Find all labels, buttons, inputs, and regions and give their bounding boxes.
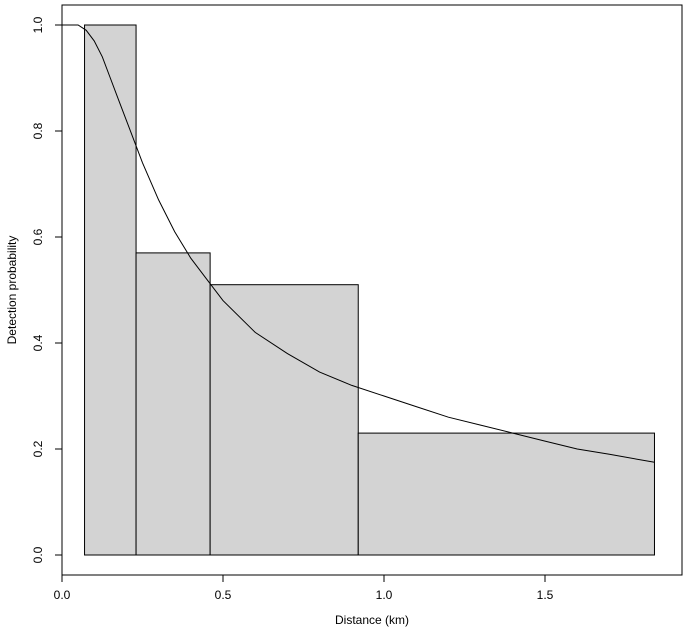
y-axis: 0.0 0.2 0.4 0.6 0.8 1.0 bbox=[31, 16, 63, 563]
y-tick-label: 0.4 bbox=[31, 334, 45, 351]
x-axis-title: Distance (km) bbox=[335, 613, 409, 627]
x-tick-label: 0.0 bbox=[54, 588, 71, 602]
x-axis: 0.0 0.5 1.0 1.5 bbox=[54, 574, 554, 602]
histogram-bar-3 bbox=[209, 284, 359, 556]
x-tick-label: 0.5 bbox=[215, 588, 232, 602]
fitted-detection-curve bbox=[62, 24, 655, 463]
y-tick-label: 0.2 bbox=[31, 440, 45, 457]
y-tick-label: 0.0 bbox=[31, 546, 45, 563]
histogram-bar-4 bbox=[357, 432, 655, 556]
y-axis-title: Detection probability bbox=[5, 236, 19, 345]
histogram-bars bbox=[84, 24, 655, 556]
histogram-bar-2 bbox=[135, 252, 211, 556]
y-tick-label: 1.0 bbox=[31, 16, 45, 33]
y-tick-label: 0.6 bbox=[31, 228, 45, 245]
y-tick-label: 0.8 bbox=[31, 122, 45, 139]
x-tick-label: 1.0 bbox=[376, 588, 393, 602]
x-tick-label: 1.5 bbox=[537, 588, 554, 602]
histogram-bar-1 bbox=[84, 24, 137, 556]
